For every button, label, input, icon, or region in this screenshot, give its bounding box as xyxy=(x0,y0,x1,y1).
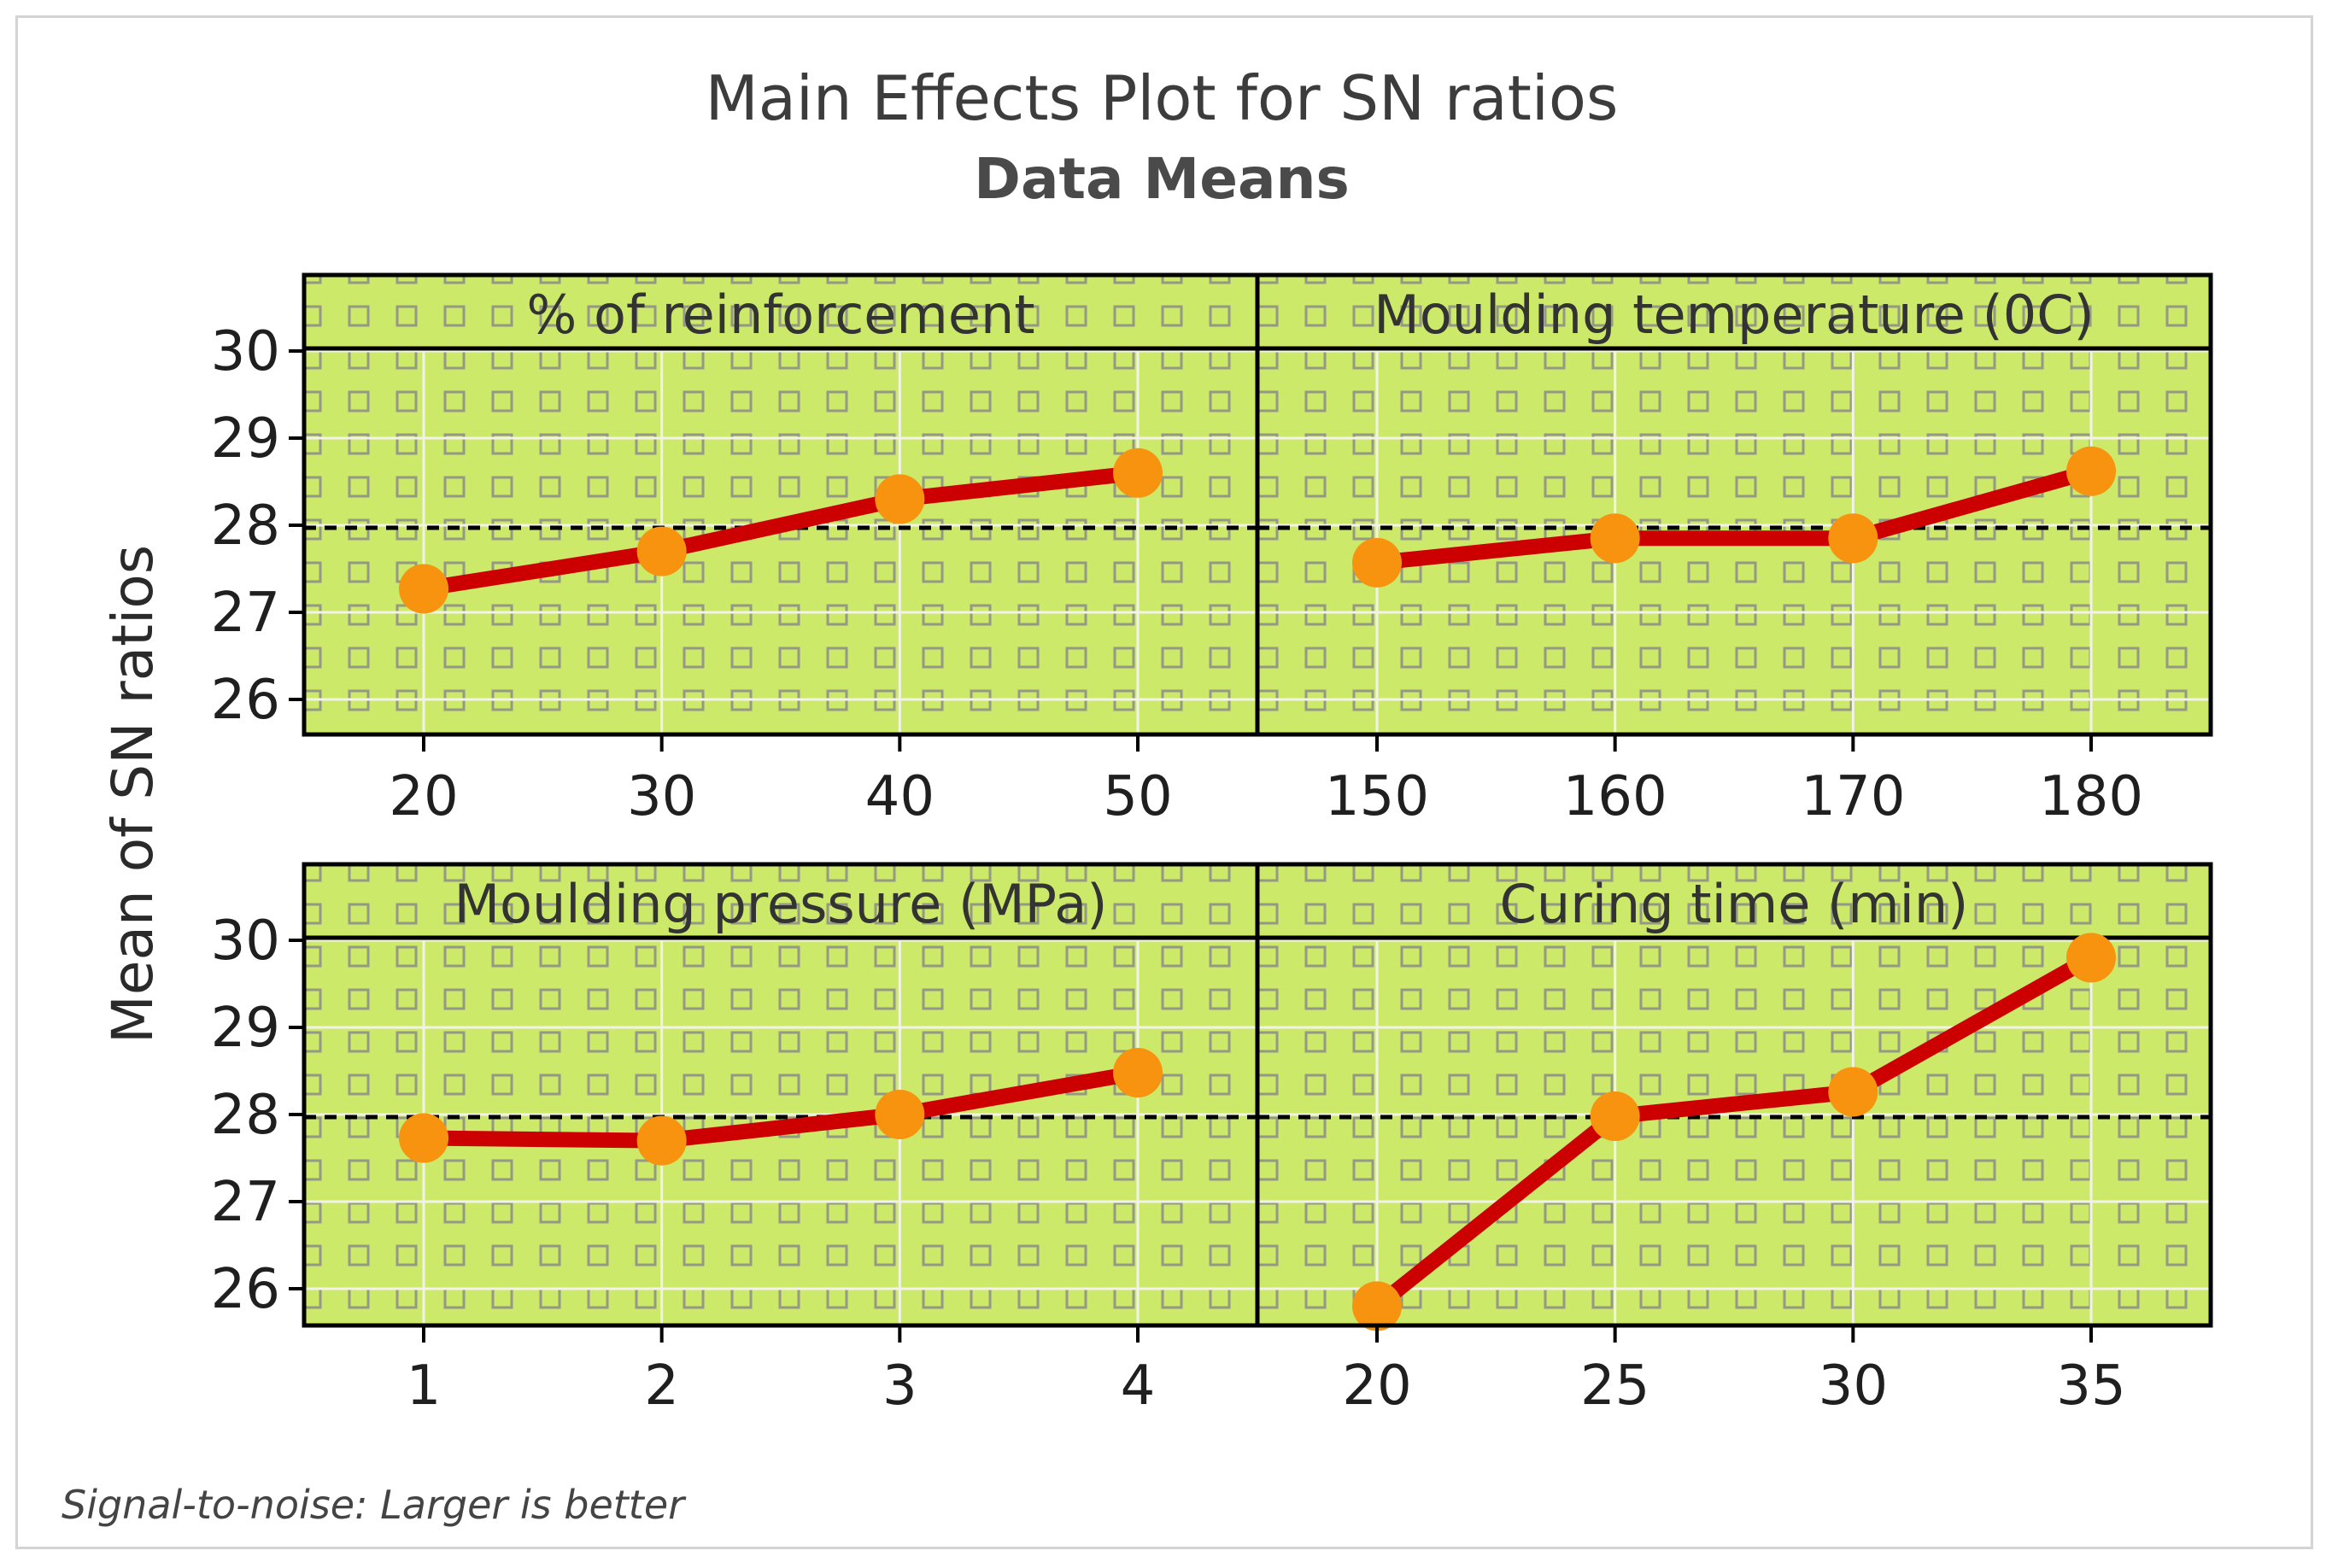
x-tick-label: 160 xyxy=(1563,765,1667,828)
chart-title: Main Effects Plot for SN ratios xyxy=(706,62,1619,134)
data-point xyxy=(875,1090,925,1139)
x-tick-label: 4 xyxy=(1121,1354,1156,1418)
x-tick-label: 150 xyxy=(1325,765,1429,828)
y-tick-label: 28 xyxy=(211,494,280,558)
y-tick-label: 30 xyxy=(211,320,280,383)
panel-1: % of reinforcement 20 30 40 50 xyxy=(302,272,1260,828)
y-tick-label: 28 xyxy=(211,1084,280,1147)
chart-subtitle: Data Means xyxy=(974,146,1350,212)
x-tick-label: 25 xyxy=(1580,1354,1649,1418)
panel-4: Curing time (min) 20 25 30 35 xyxy=(1255,862,2213,1418)
panel-title: Curing time (min) xyxy=(1500,873,1969,935)
data-point xyxy=(1828,513,1878,564)
series-line xyxy=(416,1065,1145,1149)
footnote: Signal-to-noise: Larger is better xyxy=(62,1482,687,1528)
y-tick-label: 27 xyxy=(211,582,280,645)
x-tick-label: 20 xyxy=(1342,1354,1411,1418)
series-line xyxy=(416,465,1145,597)
x-tick-label: 3 xyxy=(882,1354,917,1418)
panels-group: 26 27 28 29 30 % of reinforcement 20 30 40 50 Moul… xyxy=(211,272,2213,1418)
x-tick-label: 170 xyxy=(1801,765,1905,828)
series-line xyxy=(1369,950,2099,1314)
x-tick-label: 35 xyxy=(2056,1354,2125,1418)
panel-title: Moulding pressure (MPa) xyxy=(454,873,1108,935)
y-tick-label: 27 xyxy=(211,1171,280,1234)
y-axis-label: Mean of SN ratios xyxy=(100,545,166,1044)
panel-border xyxy=(1255,862,2213,1328)
data-point xyxy=(1590,513,1640,564)
x-tick-label: 50 xyxy=(1103,765,1172,828)
data-point xyxy=(1113,1048,1163,1098)
panel-3: Moulding pressure (MPa) 1 2 3 4 xyxy=(302,862,1260,1418)
series-line xyxy=(1369,463,2099,570)
data-point xyxy=(1828,1067,1878,1117)
y-tick-label: 30 xyxy=(211,910,280,973)
panel-title: Moulding temperature (0C) xyxy=(1374,284,2094,346)
data-point xyxy=(636,1115,687,1166)
x-tick-label: 40 xyxy=(865,765,935,828)
x-tick-label: 30 xyxy=(627,765,696,828)
data-point xyxy=(1352,1281,1402,1331)
data-point xyxy=(2066,446,2116,496)
y-tick-label: 26 xyxy=(211,669,280,732)
data-point xyxy=(1590,1091,1640,1142)
y-tick-label: 26 xyxy=(211,1258,280,1321)
panel-title: % of reinforcement xyxy=(526,284,1034,346)
data-point xyxy=(2066,933,2116,983)
x-tick-label: 30 xyxy=(1819,1354,1888,1418)
panel-border xyxy=(1255,272,2213,737)
data-point xyxy=(399,1113,448,1163)
data-point xyxy=(1352,537,1402,588)
data-point xyxy=(636,526,687,576)
y-tick-label: 29 xyxy=(211,997,280,1060)
data-point xyxy=(1113,448,1163,498)
data-point xyxy=(875,474,925,524)
x-tick-label: 180 xyxy=(2039,765,2143,828)
data-point xyxy=(399,564,448,614)
x-tick-label: 1 xyxy=(407,1354,442,1418)
x-tick-label: 20 xyxy=(389,765,458,828)
x-tick-label: 2 xyxy=(644,1354,679,1418)
y-tick-label: 29 xyxy=(211,407,280,471)
panel-2: Moulding temperature (0C) 150 160 170 180 xyxy=(1255,272,2213,828)
